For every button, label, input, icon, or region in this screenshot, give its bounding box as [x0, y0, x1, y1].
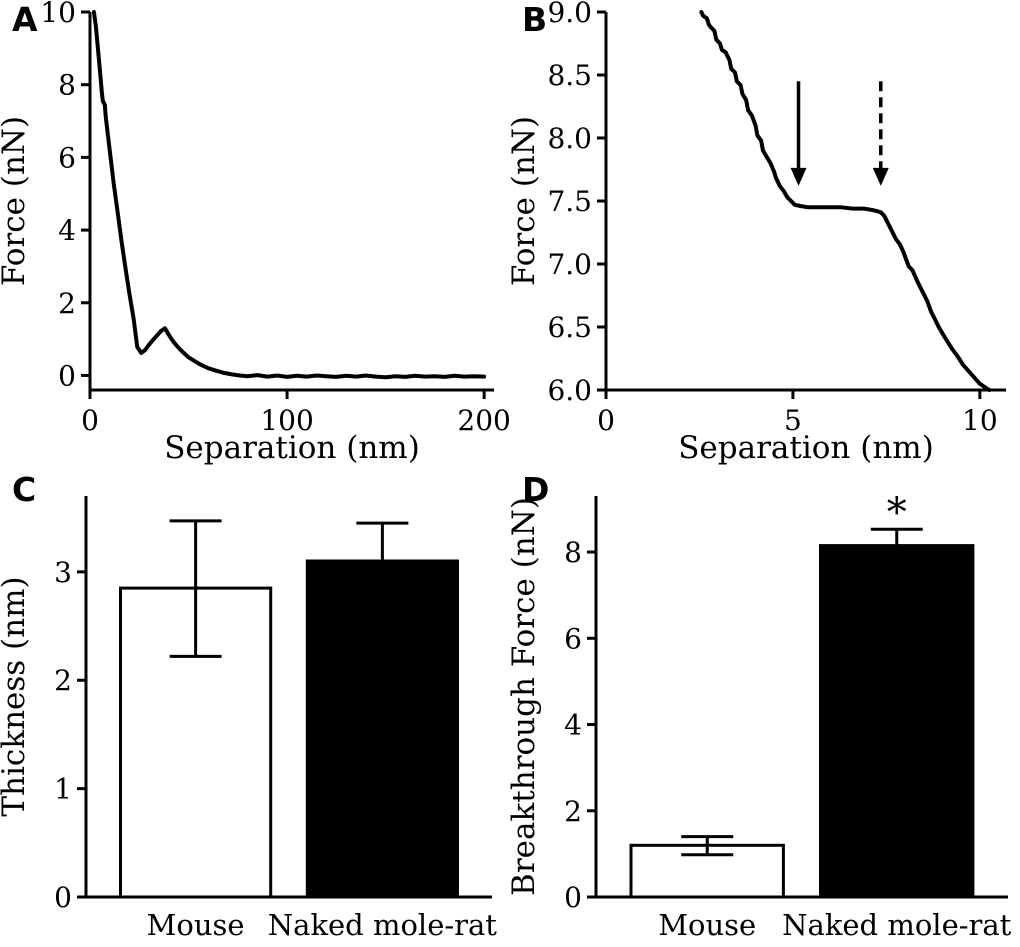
y-tick-label: 7.0 [547, 248, 592, 281]
panel-c-letter: C [12, 470, 37, 509]
y-tick-label: 0 [58, 359, 76, 392]
y-tick-label: 8 [58, 69, 76, 102]
breakthrough-curve [699, 10, 992, 392]
panel-d: D Mouse Naked mole-rat * 0 2 4 6 8 Breakthrough … [510, 470, 1020, 947]
panel-b-chart: 0 5 10 6.0 6.5 7.0 7.5 8.0 8.5 9.0 Separation (nm)… [510, 0, 1006, 466]
plateau-end-arrow-dashed-head [872, 167, 889, 186]
y-tick-label: 0 [564, 881, 582, 914]
y-tick-label: 0 [54, 881, 72, 914]
category-label: Mouse [147, 908, 245, 942]
y-tick-label: 6 [58, 141, 76, 174]
y-tick-label: 6.0 [547, 374, 592, 407]
y-tick-label: 2 [564, 795, 582, 828]
y-tick-label: 6 [564, 622, 582, 655]
y-tick-label: 7.5 [547, 185, 592, 218]
y-tick-label: 4 [58, 214, 76, 247]
category-label: Mouse [658, 908, 756, 942]
x-tick-label: 0 [597, 404, 615, 437]
y-axis-label: Breakthrough Force (nN) [510, 497, 542, 896]
y-axis-label: Force (nN) [0, 116, 32, 286]
x-tick-label: 100 [260, 404, 313, 437]
y-axis-label: Force (nN) [510, 116, 542, 286]
significance-star: * [887, 490, 907, 536]
y-axis-label: Thickness (nm) [0, 576, 32, 816]
y-tick-label: 9.0 [547, 0, 592, 29]
category-label: Naked mole-rat [782, 908, 1012, 942]
force-separation-curve [91, 10, 487, 380]
x-tick-label: 10 [962, 404, 998, 437]
y-tick-label: 8.0 [547, 122, 592, 155]
panel-d-chart: Mouse Naked mole-rat * 0 2 4 6 8 Breakthrough Fo… [510, 490, 1012, 942]
panel-a: A 0 100 200 0 2 4 6 8 10 Separation (nm) Force (nN… [0, 0, 510, 470]
y-tick-label: 3 [54, 556, 72, 589]
y-tick-label: 2 [58, 287, 76, 320]
panel-c: C Mouse Naked mole-rat 0 1 2 3 Thickness (nm) [0, 470, 510, 947]
x-tick-label: 5 [784, 404, 802, 437]
panel-d-letter: D [522, 470, 550, 509]
panel-b: B 0 5 10 6.0 6.5 7.0 7.5 8.0 8.5 9.0 Separation (n… [510, 0, 1020, 470]
bar-naked-mole-rat [819, 544, 975, 899]
panel-a-letter: A [12, 0, 38, 39]
plateau-start-arrow-solid-head [790, 167, 807, 186]
category-label: Naked mole-rat [268, 908, 498, 942]
panel-c-chart: Mouse Naked mole-rat 0 1 2 3 Thickness (nm) [0, 496, 498, 942]
panel-b-letter: B [522, 0, 548, 39]
y-tick-label: 10 [40, 0, 76, 29]
panel-a-chart: 0 100 200 0 2 4 6 8 10 Separation (nm) Force (nN) [0, 0, 510, 466]
x-tick-label: 200 [457, 404, 510, 437]
y-tick-label: 8.5 [547, 59, 592, 92]
y-tick-label: 6.5 [547, 311, 592, 344]
y-tick-label: 1 [54, 773, 72, 806]
x-axis-label: Separation (nm) [678, 430, 934, 466]
y-tick-label: 2 [54, 664, 72, 697]
x-tick-label: 0 [81, 404, 99, 437]
bar-naked-mole-rat [305, 559, 459, 899]
y-tick-label: 4 [564, 709, 582, 742]
x-axis-label: Separation (nm) [164, 430, 420, 466]
y-tick-label: 8 [564, 536, 582, 569]
